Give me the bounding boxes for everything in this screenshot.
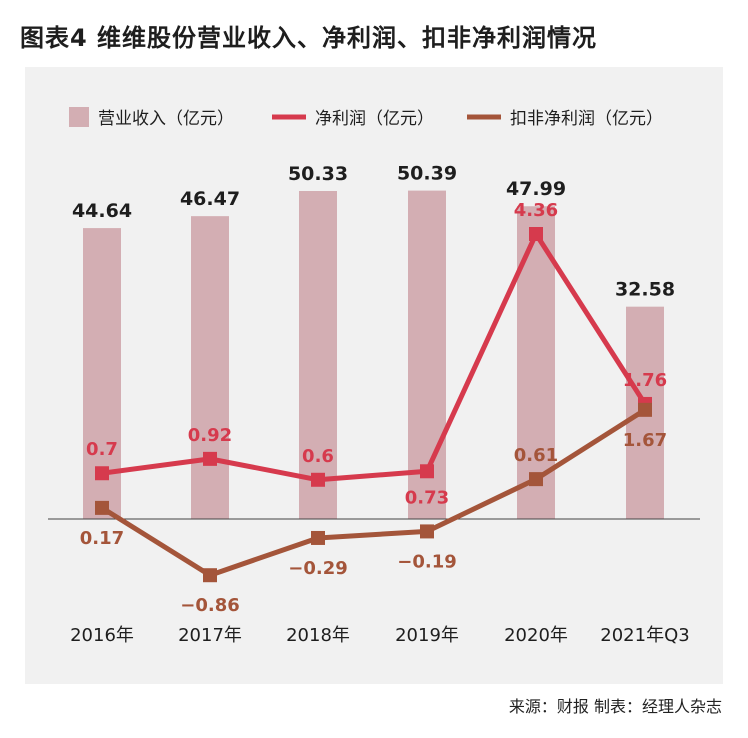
revenue-value-label: 50.33: [288, 163, 348, 185]
revenue-bar: [191, 216, 229, 519]
revenue-value-label: 32.58: [615, 279, 675, 301]
adj-net-profit-value-label: 0.61: [514, 445, 558, 466]
x-tick-label: 2016年: [70, 625, 134, 646]
data-labels: 44.64 46.47 50.33 50.39 47.99 32.58 0.7 0.92 0.6…: [72, 163, 675, 617]
adj-net-profit-marker: [638, 402, 652, 417]
legend-label-net-profit: 净利润（亿元）: [315, 109, 434, 129]
source-note: 来源：财报 制表：经理人杂志: [508, 697, 722, 716]
legend-label-adj-net-profit: 扣非净利润（亿元）: [510, 109, 663, 129]
adj-net-profit-value-label: −0.86: [180, 595, 240, 616]
adj-net-profit-marker: [203, 568, 217, 583]
revenue-value-label: 46.47: [180, 188, 240, 210]
x-tick-label: 2019年: [395, 625, 459, 646]
revenue-bars: [83, 190, 664, 519]
revenue-bar: [408, 190, 446, 519]
net-profit-value-label: 0.7: [86, 439, 118, 460]
net-profit-marker: [529, 227, 543, 241]
net-profit-value-label: 0.6: [302, 446, 334, 467]
adj-net-profit-marker: [311, 530, 325, 545]
net-profit-line: [101, 231, 648, 483]
net-profit-value-label: 4.36: [514, 200, 558, 221]
net-profit-value-label: 0.92: [188, 425, 232, 446]
x-axis-labels: 2016年 2017年 2018年 2019年 2020年 2021年Q3: [70, 625, 690, 646]
legend-swatch-revenue: [69, 107, 89, 127]
legend-label-revenue: 营业收入（亿元）: [98, 109, 234, 129]
adj-net-profit-value-label: −0.29: [288, 558, 348, 579]
legend: 营业收入（亿元） 净利润（亿元） 扣非净利润（亿元）: [69, 107, 663, 129]
adj-net-profit-value-label: −0.19: [397, 551, 457, 572]
chart-panel: [25, 67, 723, 684]
net-profit-marker: [311, 472, 325, 487]
x-tick-label: 2020年: [504, 625, 568, 646]
profit-lines: [95, 227, 652, 583]
revenue-value-label: 44.64: [72, 200, 132, 222]
net-profit-marker: [95, 466, 109, 481]
chart-title: 图表4 维维股份营业收入、净利润、扣非净利润情况: [20, 24, 598, 52]
net-profit-value-label: 1.76: [623, 370, 667, 391]
x-tick-label: 2017年: [178, 625, 242, 646]
x-tick-label: 2021年Q3: [600, 625, 689, 646]
revenue-value-label: 50.39: [397, 163, 457, 185]
adj-net-profit-marker: [95, 500, 109, 515]
net-profit-marker: [420, 464, 434, 479]
adj-net-profit-value-label: 0.17: [80, 528, 124, 549]
adj-net-profit-marker: [529, 472, 543, 487]
adj-net-profit-marker: [420, 524, 434, 539]
net-profit-value-label: 0.73: [405, 487, 449, 508]
adj-net-profit-value-label: 1.67: [623, 430, 667, 451]
revenue-value-label: 47.99: [506, 178, 566, 200]
adj-net-profit-line: [100, 407, 647, 578]
x-tick-label: 2018年: [286, 625, 350, 646]
net-profit-marker: [203, 451, 217, 466]
revenue-bar: [299, 191, 337, 519]
